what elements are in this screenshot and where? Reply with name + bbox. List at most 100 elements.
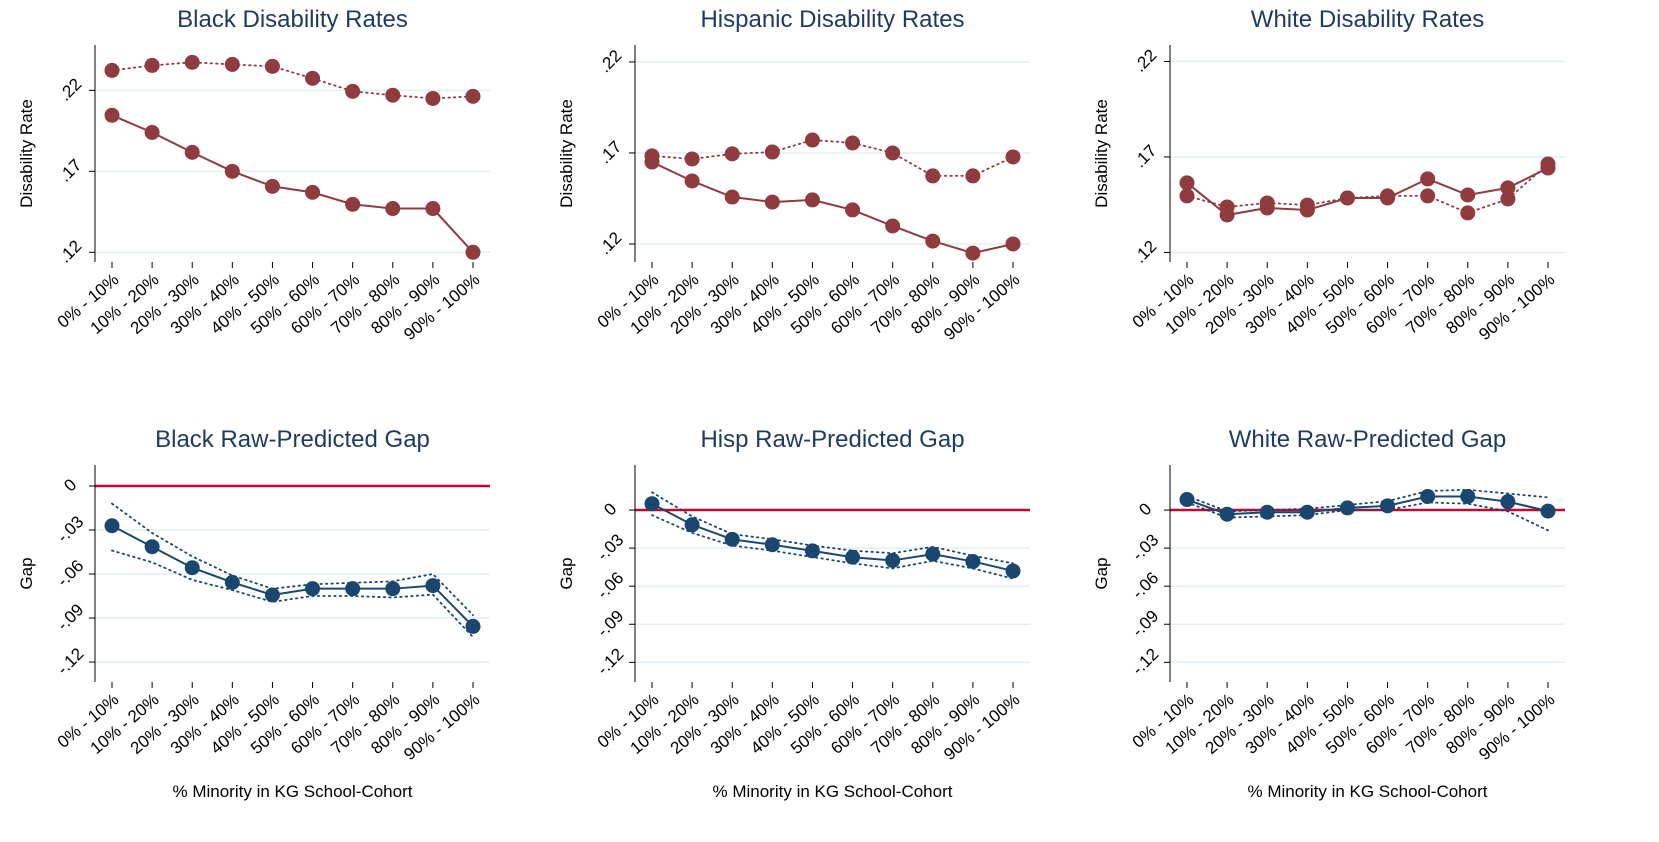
marker xyxy=(1259,195,1275,211)
y-tick-label: .17 xyxy=(595,137,625,167)
marker xyxy=(965,553,981,569)
marker xyxy=(104,62,120,78)
marker xyxy=(885,145,901,161)
marker xyxy=(684,173,700,189)
marker xyxy=(425,578,441,594)
marker xyxy=(1500,494,1516,510)
marker xyxy=(684,151,700,167)
x-axis-label: % Minority in KG School-Cohort xyxy=(1248,782,1488,801)
series-line xyxy=(1186,488,1549,513)
marker xyxy=(264,58,280,74)
series-line xyxy=(651,502,1014,572)
y-tick-label: .17 xyxy=(55,156,85,186)
marker xyxy=(724,189,740,205)
marker xyxy=(845,202,861,218)
marker xyxy=(1219,506,1235,522)
marker xyxy=(1179,175,1195,191)
marker xyxy=(764,537,780,553)
marker xyxy=(465,618,481,634)
y-tick-label: -.03 xyxy=(53,512,87,546)
marker xyxy=(1500,180,1516,196)
marker xyxy=(1219,199,1235,215)
marker xyxy=(1420,188,1436,204)
marker xyxy=(1005,563,1021,579)
series-line xyxy=(111,549,474,639)
y-tick-label: 0 xyxy=(1135,499,1155,519)
series-line xyxy=(1186,501,1549,532)
marker xyxy=(264,178,280,194)
y-tick-label: .22 xyxy=(595,46,625,76)
marker xyxy=(144,539,160,555)
marker xyxy=(724,146,740,162)
y-tick-label: .17 xyxy=(1130,141,1160,171)
chart-title: Black Disability Rates xyxy=(177,6,408,33)
chart-title: White Disability Rates xyxy=(1251,6,1484,33)
marker xyxy=(184,54,200,70)
marker xyxy=(184,560,200,576)
marker xyxy=(644,148,660,164)
marker xyxy=(465,244,481,260)
marker xyxy=(425,201,441,217)
y-tick-label: -.12 xyxy=(593,645,627,679)
y-tick-label: -.09 xyxy=(593,606,627,640)
marker xyxy=(224,574,240,590)
marker xyxy=(345,196,361,212)
series-line xyxy=(111,61,474,100)
marker xyxy=(1339,500,1355,516)
marker xyxy=(264,587,280,603)
marker xyxy=(425,90,441,106)
marker xyxy=(764,144,780,160)
y-axis-label: Disability Rate xyxy=(1092,99,1111,208)
series-line xyxy=(1186,163,1549,214)
marker xyxy=(1005,236,1021,252)
y-tick-label: -.03 xyxy=(593,530,627,564)
y-tick-label: -.09 xyxy=(1128,606,1162,640)
marker xyxy=(224,56,240,72)
y-tick-label: .22 xyxy=(1130,46,1160,76)
chart-title: White Raw-Predicted Gap xyxy=(1229,426,1506,453)
marker xyxy=(1380,188,1396,204)
y-axis-label: Gap xyxy=(557,557,576,589)
marker xyxy=(385,87,401,103)
y-axis-label: Gap xyxy=(17,557,36,589)
marker xyxy=(1420,488,1436,504)
marker xyxy=(965,168,981,184)
series-line xyxy=(651,139,1014,177)
marker xyxy=(1460,187,1476,203)
marker xyxy=(1005,149,1021,165)
series-line xyxy=(651,161,1014,255)
marker xyxy=(764,194,780,210)
marker xyxy=(1299,197,1315,213)
marker xyxy=(305,184,321,200)
marker xyxy=(184,144,200,160)
y-axis-label: Disability Rate xyxy=(557,99,576,208)
marker xyxy=(104,518,120,534)
y-tick-label: -.12 xyxy=(1128,645,1162,679)
chart-title: Black Raw-Predicted Gap xyxy=(155,426,430,453)
marker xyxy=(1179,188,1195,204)
x-axis-label: % Minority in KG School-Cohort xyxy=(173,782,413,801)
y-tick-label: .12 xyxy=(55,236,85,266)
marker xyxy=(385,581,401,597)
marker xyxy=(845,549,861,565)
marker xyxy=(1460,205,1476,221)
chart-title: Hispanic Disability Rates xyxy=(700,6,964,33)
marker xyxy=(804,132,820,148)
marker xyxy=(684,517,700,533)
marker xyxy=(345,83,361,99)
series-line xyxy=(111,524,474,628)
series-line xyxy=(651,514,1014,580)
marker xyxy=(925,168,941,184)
marker xyxy=(1420,171,1436,187)
y-tick-label: -.06 xyxy=(1128,568,1162,602)
marker xyxy=(305,70,321,86)
marker xyxy=(845,135,861,151)
y-tick-label: -.03 xyxy=(1128,530,1162,564)
series-line xyxy=(651,491,1014,565)
marker xyxy=(465,88,481,104)
marker xyxy=(1540,503,1556,519)
marker xyxy=(144,57,160,73)
marker xyxy=(1540,156,1556,172)
y-axis-label: Disability Rate xyxy=(17,99,36,208)
marker xyxy=(1460,488,1476,504)
